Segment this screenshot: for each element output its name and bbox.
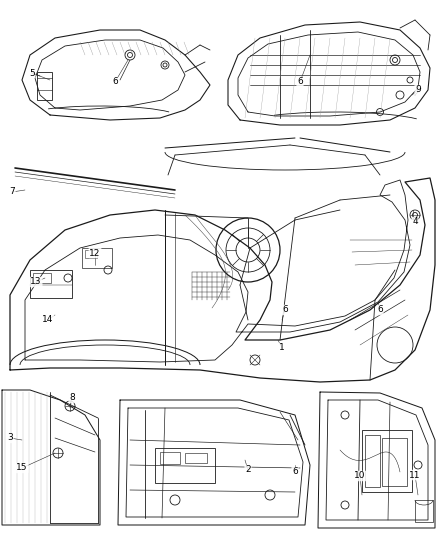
Text: 2: 2 [245,465,251,474]
Text: 6: 6 [112,77,118,86]
Text: 1: 1 [279,343,285,352]
Text: 5: 5 [29,69,35,77]
Bar [185,453,207,463]
Text: 14: 14 [42,316,54,325]
Bar [362,430,412,492]
Text: 8: 8 [69,393,75,402]
Text: 4: 4 [412,217,418,227]
Bar [37,72,52,100]
Bar [155,448,215,483]
Bar [33,273,51,283]
Text: 10: 10 [354,472,366,481]
Text: 6: 6 [377,305,383,314]
Bar [30,270,72,298]
Text: 15: 15 [16,464,28,472]
Text: 3: 3 [7,433,13,442]
Bar [382,438,407,486]
Bar [365,435,380,487]
Bar [160,452,180,464]
Text: 6: 6 [292,467,298,477]
Text: 11: 11 [409,471,421,480]
Text: 12: 12 [89,248,101,257]
Bar [85,250,97,258]
Text: 6: 6 [297,77,303,86]
Bar [415,500,433,522]
Text: 9: 9 [415,85,421,94]
Text: 6: 6 [282,305,288,314]
Text: 7: 7 [9,188,15,197]
Text: 13: 13 [30,278,42,287]
Bar [82,248,112,268]
